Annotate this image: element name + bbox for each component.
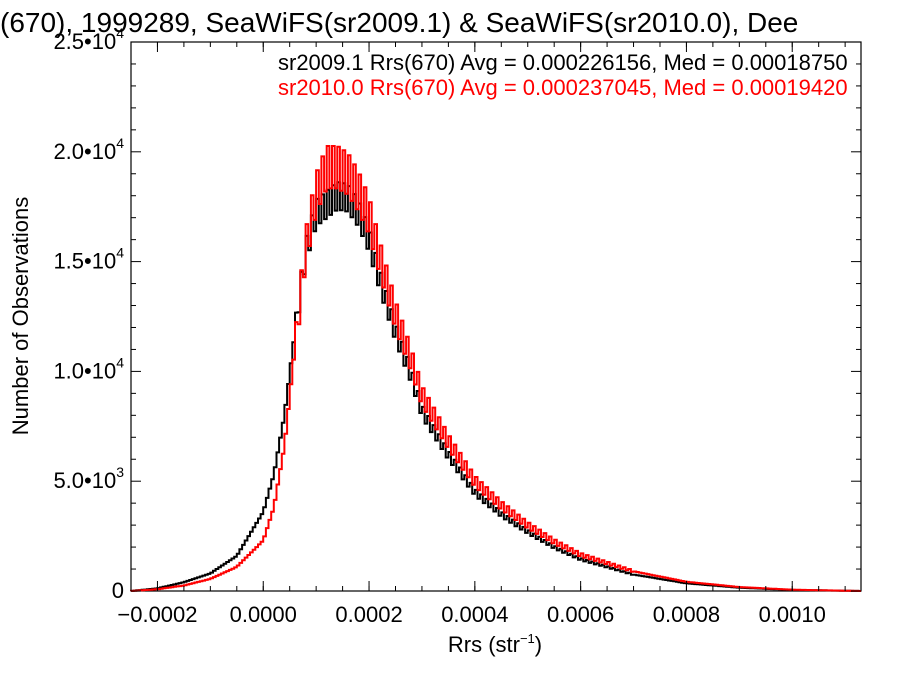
series-layer (130, 145, 861, 592)
y-axis-label: Number of Observations (8, 197, 33, 435)
y-tick-label: 5.0•103 (53, 464, 124, 493)
y-tick-label: 0 (112, 578, 124, 603)
x-tick-label: 0.0000 (230, 602, 297, 627)
y-tick-label: 1.0•104 (53, 354, 124, 383)
x-tick-label: 0.0008 (653, 602, 720, 627)
y-tick-label: 2.0•104 (53, 135, 124, 164)
legend-entry-2: sr2010.0 Rrs(670) Avg = 0.000237045, Med… (278, 75, 848, 100)
y-tick-label: 1.5•104 (53, 245, 124, 274)
x-axis-label-main: Rrs (str (448, 632, 520, 657)
x-tick-label: 0.0004 (441, 602, 508, 627)
y-tick-label: 2.5•104 (53, 25, 124, 54)
x-axis-label-superscript: −1 (520, 631, 535, 646)
x-tick-label: 0.0006 (547, 602, 614, 627)
x-axis-label-close: ) (535, 632, 542, 657)
x-tick-label: 0.0002 (335, 602, 402, 627)
chart-title: s(670), 1999289, SeaWiFS(sr2009.1) & Sea… (0, 7, 798, 38)
x-tick-label: 0.0010 (759, 602, 826, 627)
x-tick-label: −0.0002 (117, 602, 197, 627)
axis-ticks: −0.0002 0.0000 0.0002 0.0004 0.0006 0.0008 0.0… (53, 25, 861, 627)
histogram-series-2 (130, 145, 861, 592)
plot-frame (130, 41, 862, 592)
histogram-series-1 (130, 181, 861, 592)
x-axis-label: Rrs (str−1) (448, 631, 542, 657)
legend-entry-1: sr2009.1 Rrs(670) Avg = 0.000226156, Med… (278, 50, 848, 75)
legend: sr2009.1 Rrs(670) Avg = 0.000226156, Med… (278, 50, 848, 100)
